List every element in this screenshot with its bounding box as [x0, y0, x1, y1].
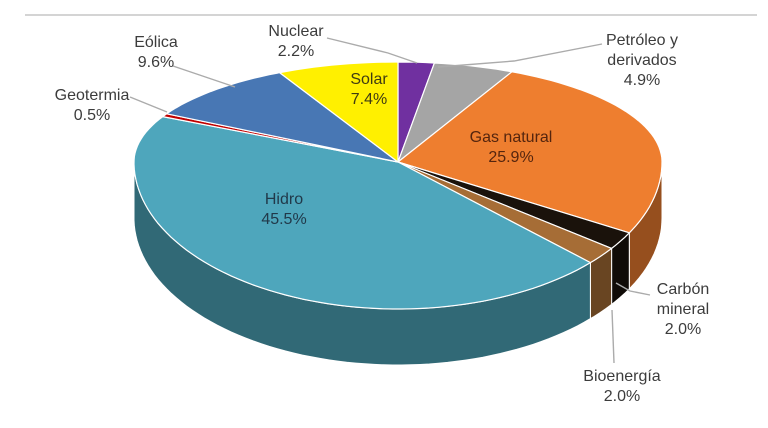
label-eolica-name: Eólica: [134, 34, 178, 51]
label-bioenergia: Bioenergía 2.0%: [583, 367, 660, 407]
label-eolica: Eólica 9.6%: [134, 33, 178, 73]
label-bioenergia-name: Bioenergía: [583, 368, 661, 385]
leader-line-geotermia: [129, 96, 168, 113]
label-petroleo-name-1: Petróleo y: [605, 32, 679, 49]
label-eolica-pct: 9.6%: [137, 54, 175, 71]
label-carbon-mineral: Carbón mineral 2.0%: [657, 280, 709, 340]
pie-slice-e-lica: [166, 72, 399, 163]
label-carbon-name-1: Carbón: [656, 281, 710, 298]
top-border-line: [25, 14, 757, 16]
label-solar-name: Solar: [350, 71, 388, 88]
label-gas-natural: Gas natural 25.9%: [470, 128, 553, 168]
label-gas-name: Gas natural: [469, 129, 553, 146]
label-petroleo-pct: 4.9%: [623, 72, 661, 89]
label-solar-pct: 7.4%: [350, 91, 388, 108]
pie-slice-gas-natural: [397, 71, 663, 234]
label-geotermia-pct: 0.5%: [73, 107, 111, 124]
label-nuclear-pct: 2.2%: [277, 43, 315, 60]
label-geotermia-name: Geotermia: [54, 87, 130, 104]
pie-slice-hidro: [133, 116, 591, 310]
label-geotermia: Geotermia 0.5%: [55, 86, 130, 126]
leader-line-petr-leo-y-derivados: [437, 43, 603, 68]
label-petroleo-y-derivados: Petróleo y derivados 4.9%: [606, 31, 678, 91]
label-hidro-name: Hidro: [264, 191, 304, 208]
label-carbon-name-2: mineral: [656, 301, 710, 318]
leader-line-bioenerg-a: [611, 309, 615, 364]
label-hidro: Hidro 45.5%: [261, 190, 306, 230]
leader-line-carb-n-mineral: [615, 282, 651, 296]
pie-slice-solar: [279, 61, 399, 163]
label-solar: Solar 7.4%: [350, 70, 387, 110]
leader-line-nuclear: [326, 37, 418, 64]
label-bioenergia-pct: 2.0%: [603, 388, 641, 405]
label-carbon-pct: 2.0%: [664, 321, 702, 338]
leader-line-e-lica: [172, 65, 236, 88]
label-gas-pct: 25.9%: [488, 149, 534, 166]
label-hidro-pct: 45.5%: [261, 211, 307, 228]
label-nuclear-name: Nuclear: [268, 23, 324, 40]
label-nuclear: Nuclear 2.2%: [268, 22, 323, 62]
label-petroleo-name-2: derivados: [607, 52, 677, 69]
pie-slice-petr-leo-y-derivados: [397, 62, 513, 163]
